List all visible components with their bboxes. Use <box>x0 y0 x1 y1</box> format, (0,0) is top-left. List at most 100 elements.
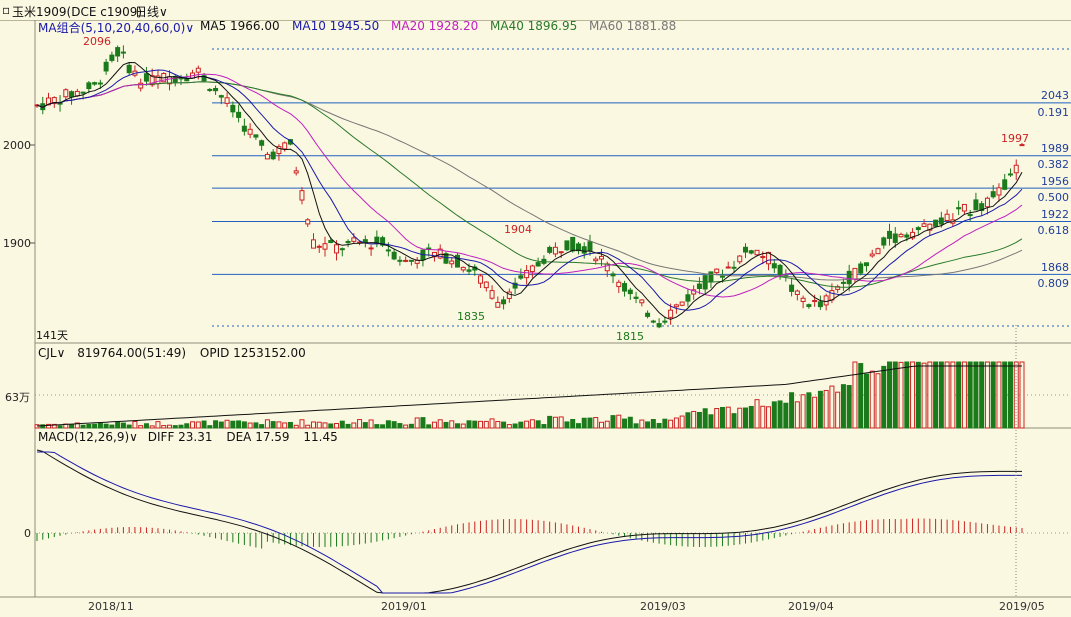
candlestick <box>564 240 570 251</box>
volume-bar <box>1002 361 1008 429</box>
candlestick <box>806 304 812 308</box>
ma40-line <box>36 81 1023 288</box>
ma20-value: MA20 1928.20 <box>391 19 479 33</box>
candlestick <box>910 231 916 239</box>
candlestick <box>69 91 75 98</box>
volume-bar <box>829 385 835 429</box>
fib-ratio-0809: 0.809 <box>1037 277 1070 290</box>
candlestick <box>195 67 201 73</box>
volume-bar <box>927 361 933 429</box>
candlestick <box>380 237 386 246</box>
volume-bar <box>190 421 196 429</box>
volume-bar <box>322 422 328 429</box>
candlestick <box>449 260 455 265</box>
volume-bar <box>904 361 910 429</box>
days-count-label: 141天 <box>36 329 68 342</box>
candlestick <box>599 255 605 260</box>
volume-bar <box>806 392 812 429</box>
high-label-2096: 2096 <box>83 35 111 48</box>
volume-bar <box>501 421 507 429</box>
date-label-2019-03: 2019/03 <box>640 600 686 613</box>
volume-bar <box>748 405 754 429</box>
candlestick <box>109 54 115 61</box>
volume-bar <box>575 423 581 429</box>
volume-bar <box>950 361 956 429</box>
candlestick <box>322 243 328 250</box>
candlestick <box>662 320 668 323</box>
candlestick <box>391 251 397 260</box>
volume-bar <box>201 420 207 429</box>
candlestick <box>86 82 92 90</box>
volume-bar <box>495 421 501 429</box>
macd-indicator-name[interactable]: MACD(12,26,9) <box>38 430 130 444</box>
candlestick <box>224 97 230 104</box>
candlestick <box>789 284 795 292</box>
volume-bar <box>541 424 547 429</box>
volume-bar <box>143 423 149 429</box>
candlestick <box>984 197 990 208</box>
volume-bar <box>408 423 414 429</box>
volume-bar <box>166 424 172 429</box>
volume-bar <box>466 420 472 429</box>
volume-bar <box>80 424 86 429</box>
candlestick <box>236 111 242 118</box>
candlestick <box>760 256 766 259</box>
volume-bar <box>789 392 795 429</box>
volume-bar <box>1019 361 1025 429</box>
volume-bar <box>552 416 558 429</box>
opid-value: OPID 1253152.00 <box>199 346 306 360</box>
candlestick <box>679 301 685 306</box>
candlestick <box>552 246 558 255</box>
volume-bar <box>334 423 340 429</box>
volume-bar <box>115 421 121 429</box>
volume-bar <box>276 421 282 429</box>
fib-price-1922: 1922 <box>1041 208 1069 221</box>
fib-ratio-0382: 0.382 <box>1037 158 1070 171</box>
candlestick <box>495 301 501 308</box>
candlestick <box>593 258 599 262</box>
volume-bar <box>529 419 535 429</box>
candlestick <box>339 248 345 251</box>
candlestick <box>253 134 259 138</box>
volume-bar <box>622 418 628 429</box>
chevron-down-icon: ∨ <box>159 5 168 19</box>
candlestick <box>731 266 737 269</box>
candlestick <box>812 300 818 303</box>
symbol-title[interactable]: 玉米1909(DCE c1909) <box>12 5 143 19</box>
candlestick <box>875 248 881 255</box>
candlestick <box>581 246 587 254</box>
candlestick <box>979 203 985 212</box>
candlestick <box>633 296 639 299</box>
volume-bar <box>207 425 213 429</box>
period-selector[interactable]: 日线∨ <box>135 5 168 19</box>
volume-bar <box>57 425 63 429</box>
volume-bar <box>86 423 92 429</box>
volume-bar <box>984 361 990 429</box>
candlestick <box>218 95 224 98</box>
candlestick <box>403 259 409 262</box>
ma-group-label[interactable]: MA组合(5,10,20,40,60,0) <box>38 21 186 35</box>
candlestick <box>1013 164 1019 174</box>
candlestick <box>840 281 846 284</box>
volume-bar <box>385 420 391 429</box>
candlestick <box>230 104 236 113</box>
volume-bar <box>679 415 685 429</box>
volume-bar <box>293 424 299 429</box>
volume-bar <box>743 407 749 429</box>
low-label-1815: 1815 <box>616 330 644 343</box>
candlestick <box>915 227 921 231</box>
volume-indicator-name[interactable]: CJL <box>38 346 57 360</box>
fib-ratio-0500: 0.500 <box>1037 191 1070 204</box>
candlestick <box>547 246 553 253</box>
candlestick <box>587 241 593 252</box>
candlestick <box>656 323 662 328</box>
volume-bar <box>616 414 622 429</box>
candlestick <box>328 240 334 244</box>
volume-bar <box>178 424 184 429</box>
candlestick <box>771 263 777 269</box>
high-label-1904: 1904 <box>504 223 532 236</box>
candlestick <box>460 266 466 271</box>
volume-bar <box>368 419 374 429</box>
volume-bar <box>639 419 645 429</box>
